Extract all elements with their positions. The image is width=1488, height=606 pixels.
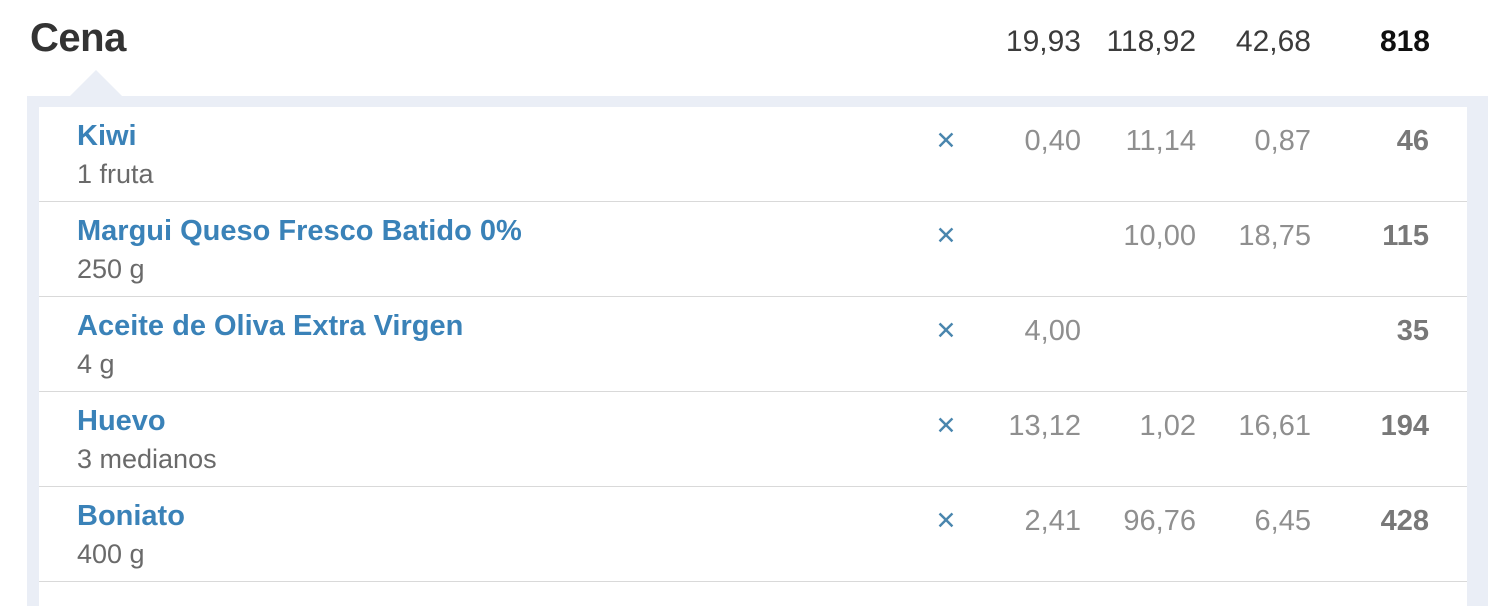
- meal-panel: Kiwi 1 fruta ✕ 0,40 11,14 0,87 46 Margui…: [27, 96, 1488, 606]
- delete-cell: ✕: [926, 392, 966, 486]
- food-name-cell: Aceite de Oliva Extra Virgen 4 g: [39, 297, 926, 391]
- food-protein: 4,00: [1024, 315, 1081, 347]
- food-name-link[interactable]: Aceite de Oliva Extra Virgen: [77, 310, 464, 342]
- row-right-pad: [1429, 297, 1467, 391]
- meal-title: Cena: [30, 16, 126, 60]
- food-carbs: 96,76: [1123, 505, 1196, 537]
- delete-cell: ✕: [926, 487, 966, 581]
- total-calories: 818: [1379, 25, 1430, 58]
- food-name-cell: Kiwi 1 fruta: [39, 107, 926, 201]
- food-row: Margui Queso Fresco Batido 0% 250 g ✕ 10…: [39, 202, 1467, 297]
- food-serving: 250 g: [77, 253, 145, 284]
- delete-icon[interactable]: ✕: [935, 222, 957, 250]
- food-carbs: 11,14: [1125, 125, 1196, 157]
- food-list: Kiwi 1 fruta ✕ 0,40 11,14 0,87 46 Margui…: [39, 107, 1467, 606]
- food-protein: [966, 202, 1081, 296]
- delete-icon[interactable]: ✕: [935, 507, 957, 535]
- delete-cell: ✕: [926, 107, 966, 201]
- food-row: Kiwi 1 fruta ✕ 0,40 11,14 0,87 46: [39, 107, 1467, 202]
- row-right-pad: [1429, 202, 1467, 296]
- food-protein: 0,40: [1024, 125, 1081, 157]
- food-name-link[interactable]: Boniato: [77, 500, 185, 532]
- food-calories: 194: [1380, 410, 1429, 442]
- food-row: Aceite de Oliva Extra Virgen 4 g ✕ 4,00 …: [39, 297, 1467, 392]
- delete-cell: ✕: [926, 202, 966, 296]
- food-protein: 2,41: [1024, 505, 1081, 537]
- food-fat: 0,87: [1254, 125, 1311, 157]
- food-fat: 16,61: [1238, 410, 1311, 442]
- partial-next-row: [39, 582, 1467, 605]
- food-serving: 1 fruta: [77, 158, 154, 189]
- meal-header: Cena 19,93 118,92 42,68 818: [0, 0, 1488, 70]
- food-calories: 115: [1382, 220, 1429, 252]
- food-serving: 400 g: [77, 538, 145, 569]
- food-calories: 46: [1396, 125, 1429, 157]
- food-calories: 35: [1396, 315, 1429, 347]
- row-right-pad: [1429, 107, 1467, 201]
- food-name-cell: Margui Queso Fresco Batido 0% 250 g: [39, 202, 926, 296]
- food-fat: 6,45: [1254, 505, 1311, 537]
- row-right-pad: [1429, 487, 1467, 581]
- delete-icon[interactable]: ✕: [935, 317, 957, 345]
- food-carbs: 1,02: [1139, 410, 1196, 442]
- food-name-cell: Huevo 3 medianos: [39, 392, 926, 486]
- food-name-link[interactable]: Margui Queso Fresco Batido 0%: [77, 215, 522, 247]
- food-protein: 13,12: [1008, 410, 1081, 442]
- food-name-cell: Boniato 400 g: [39, 487, 926, 581]
- total-protein: 19,93: [1005, 25, 1081, 58]
- food-carbs: 10,00: [1123, 220, 1196, 252]
- food-serving: 3 medianos: [77, 443, 217, 474]
- row-right-pad: [1429, 392, 1467, 486]
- food-row: Boniato 400 g ✕ 2,41 96,76 6,45 428: [39, 487, 1467, 582]
- food-name-link[interactable]: Kiwi: [77, 120, 137, 152]
- delete-icon[interactable]: ✕: [935, 412, 957, 440]
- food-row: Huevo 3 medianos ✕ 13,12 1,02 16,61 194: [39, 392, 1467, 487]
- delete-cell: ✕: [926, 297, 966, 391]
- delete-icon[interactable]: ✕: [935, 127, 957, 155]
- food-fat: [1196, 297, 1311, 391]
- food-fat: 18,75: [1238, 220, 1311, 252]
- panel-caret-up: [70, 70, 122, 96]
- total-fat: 42,68: [1235, 25, 1311, 58]
- food-calories: 428: [1380, 505, 1429, 537]
- food-serving: 4 g: [77, 348, 115, 379]
- food-name-link[interactable]: Huevo: [77, 405, 166, 437]
- food-carbs: [1081, 297, 1196, 391]
- total-carbs: 118,92: [1106, 25, 1196, 58]
